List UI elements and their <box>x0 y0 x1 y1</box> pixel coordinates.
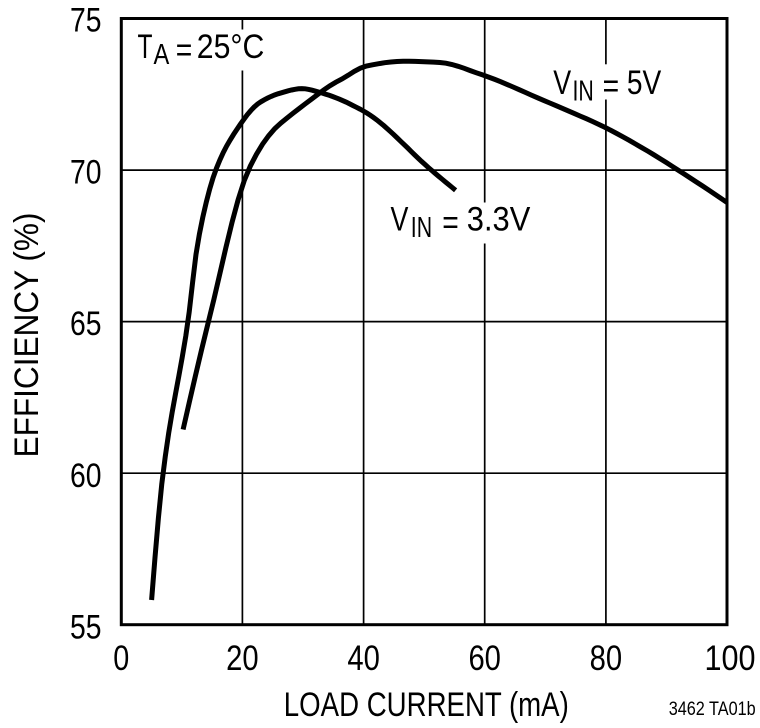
svg-text:70: 70 <box>70 153 102 191</box>
svg-text:IN: IN <box>573 76 594 108</box>
svg-text:55: 55 <box>70 609 102 647</box>
svg-text:25°C: 25°C <box>197 28 264 66</box>
svg-text:EFFICIENCY (%): EFFICIENCY (%) <box>8 213 46 458</box>
svg-text:V: V <box>391 201 409 239</box>
svg-text:LOAD CURRENT (mA): LOAD CURRENT (mA) <box>284 686 569 724</box>
svg-text:A: A <box>154 39 170 71</box>
svg-text:80: 80 <box>590 639 623 678</box>
svg-text:40: 40 <box>347 639 380 678</box>
svg-text:60: 60 <box>468 639 501 678</box>
svg-text:3.3V: 3.3V <box>467 201 531 239</box>
svg-text:=: = <box>442 204 459 242</box>
svg-text:T: T <box>138 28 153 66</box>
svg-text:0: 0 <box>113 639 129 678</box>
svg-text:65: 65 <box>70 305 102 343</box>
svg-text:=: = <box>603 68 620 106</box>
svg-text:=: = <box>176 32 193 70</box>
svg-text:3462 TA01b: 3462 TA01b <box>669 698 756 720</box>
svg-text:100: 100 <box>705 639 756 678</box>
svg-text:5V: 5V <box>627 64 662 102</box>
svg-text:60: 60 <box>70 457 102 495</box>
svg-text:75: 75 <box>70 2 102 40</box>
svg-text:IN: IN <box>411 212 432 244</box>
svg-text:V: V <box>553 64 571 102</box>
svg-text:20: 20 <box>226 639 259 678</box>
